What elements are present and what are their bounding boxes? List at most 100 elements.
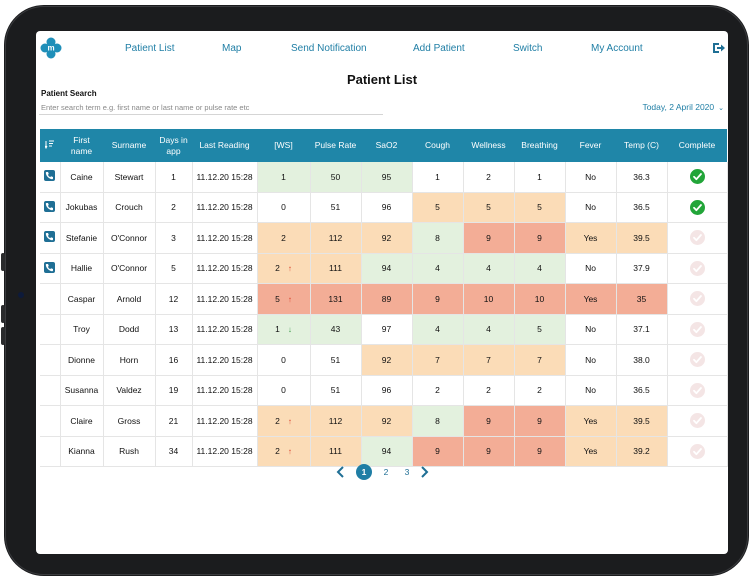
phone-icon[interactable] [44,261,56,273]
table-row[interactable]: Caine Stewart 1 11.12.20 15:28 1 50 95 1 2 1 No 36.… [40,162,728,193]
cell-wellness-value: 7 [486,354,491,365]
cell-complete [667,283,728,315]
cell-first-name: Hallie [60,253,104,284]
app-logo-icon[interactable]: m [40,37,62,59]
cell-days-in-app-value: 2 [171,202,176,213]
cell-pulse-rate: 111 [310,253,362,284]
cell-surname-value: O'Connor [110,263,148,274]
page-2[interactable]: 2 [383,467,389,477]
prev-page-icon[interactable] [335,465,347,479]
cell-pulse-rate: 51 [310,375,362,406]
cell-cough-value: 4 [435,263,440,274]
complete-check-icon[interactable] [689,169,705,185]
col-surname[interactable]: Surname [103,129,155,162]
complete-check-icon[interactable] [689,199,705,215]
cell-surname: Stewart [103,162,156,193]
cell-sao2-value: 92 [381,354,392,365]
nav-patient-list[interactable]: Patient List [125,43,175,54]
col-complete[interactable]: Complete [667,129,727,162]
col-first-name[interactable]: First name [60,129,103,162]
col-days-in-app[interactable]: Days in app [155,129,192,162]
volume-button [1,327,5,345]
cell-complete [667,405,728,437]
phone-icon[interactable] [44,231,56,243]
cell-surname-value: Stewart [114,171,144,182]
cell-wellness: 9 [463,222,515,254]
cell-fever: No [565,253,617,284]
cell-wellness: 2 [463,375,515,406]
col-sao2[interactable]: SaO2 [361,129,412,162]
cell-breathing-value: 9 [537,232,542,243]
col-breathing[interactable]: Breathing [514,129,565,162]
col-temp[interactable]: Temp (C) [616,129,667,162]
table-row[interactable]: Claire Gross 21 11.12.20 15:28 2 ↑ 112 92 8 9 9 Yes… [40,405,728,437]
cell-pulse-rate: 111 [310,436,362,467]
cell-cough: 7 [412,344,464,376]
cell-cough: 1 [412,162,464,193]
table-row[interactable]: Jokubas Crouch 2 11.12.20 15:28 0 51 96 5 5 5 No 36… [40,192,728,223]
table-row[interactable]: Stefanie O'Connor 3 11.12.20 15:28 2 112 92 8 9 9… [40,222,728,254]
cell-last-reading: 11.12.20 15:28 [192,314,258,345]
cell-ws-value: 2 [275,446,280,457]
incomplete-check-icon[interactable] [689,321,705,337]
table-row[interactable]: Susanna Valdez 19 11.12.20 15:28 0 51 96 2 2 2 No 3… [40,375,728,406]
incomplete-check-icon[interactable] [689,352,705,368]
cell-last-reading: 11.12.20 15:28 [192,192,258,223]
cell-breathing: 9 [514,436,566,467]
cell-ws-value: 2 [275,263,280,274]
col-last-reading[interactable]: Last Reading [192,129,257,162]
cell-phone [40,192,61,223]
cell-surname-value: Arnold [116,293,142,304]
cell-first-name: Kianna [60,436,104,467]
table-row[interactable]: Kianna Rush 34 11.12.20 15:28 2 ↑ 111 94 9 9 9 Yes 3… [40,436,728,467]
table-row[interactable]: Caspar Arnold 12 11.12.20 15:28 5 ↑ 131 89 9 10 10… [40,283,728,315]
page-1[interactable]: 1 [356,464,372,480]
incomplete-check-icon[interactable] [689,260,705,276]
cell-last-reading-value: 11.12.20 15:28 [196,354,253,365]
page-3[interactable]: 3 [404,467,410,477]
col-ws[interactable]: [WS] [257,129,310,162]
nav-switch[interactable]: Switch [513,43,543,54]
cell-pulse-rate: 112 [310,222,362,254]
cell-fever-value: Yes [583,415,598,426]
cell-breathing-value: 10 [534,293,545,304]
cell-sao2-value: 95 [381,171,392,182]
incomplete-check-icon[interactable] [689,413,705,429]
col-wellness[interactable]: Wellness [463,129,514,162]
cell-last-reading: 11.12.20 15:28 [192,375,258,406]
patient-search-input[interactable] [39,100,383,115]
sort-icon[interactable] [40,129,60,162]
nav-my-account[interactable]: My Account [591,43,643,54]
incomplete-check-icon[interactable] [689,382,705,398]
cell-cough: 4 [412,253,464,284]
cell-ws: 2 ↑ [257,436,311,467]
next-page-icon[interactable] [418,465,430,479]
date-selector[interactable]: Today, 2 April 2020 ⌄ [642,102,724,112]
cell-cough-value: 2 [435,385,440,396]
incomplete-check-icon[interactable] [689,230,705,246]
phone-icon[interactable] [44,200,56,212]
cell-last-reading: 11.12.20 15:28 [192,344,258,376]
table-row[interactable]: Hallie O'Connor 5 11.12.20 15:28 2 ↑ 111 94 4 4 4 N… [40,253,728,284]
nav-send-notification[interactable]: Send Notification [291,43,367,54]
table-row[interactable]: Dionne Horn 16 11.12.20 15:28 0 51 92 7 7 7 No 38.0 [40,344,728,376]
nav-add-patient[interactable]: Add Patient [413,43,465,54]
cell-days-in-app-value: 12 [168,293,179,304]
col-pulse-rate[interactable]: Pulse Rate [310,129,361,162]
nav-map[interactable]: Map [222,43,242,54]
phone-icon[interactable] [44,170,56,182]
cell-surname: Valdez [103,375,156,406]
incomplete-check-icon[interactable] [689,291,705,307]
cell-last-reading: 11.12.20 15:28 [192,283,258,315]
col-cough[interactable]: Cough [412,129,463,162]
table-row[interactable]: Troy Dodd 13 11.12.20 15:28 1 ↓ 43 97 4 4 5 No 37.1 [40,314,728,345]
cell-pulse-rate: 50 [310,162,362,193]
cell-cough: 8 [412,405,464,437]
col-fever[interactable]: Fever [565,129,616,162]
cell-first-name: Claire [60,405,104,437]
incomplete-check-icon[interactable] [689,443,705,459]
cell-pulse-rate-value: 112 [328,415,343,426]
cell-first-name-value: Dionne [68,354,95,365]
logout-icon[interactable] [712,41,726,55]
cell-fever: No [565,375,617,406]
